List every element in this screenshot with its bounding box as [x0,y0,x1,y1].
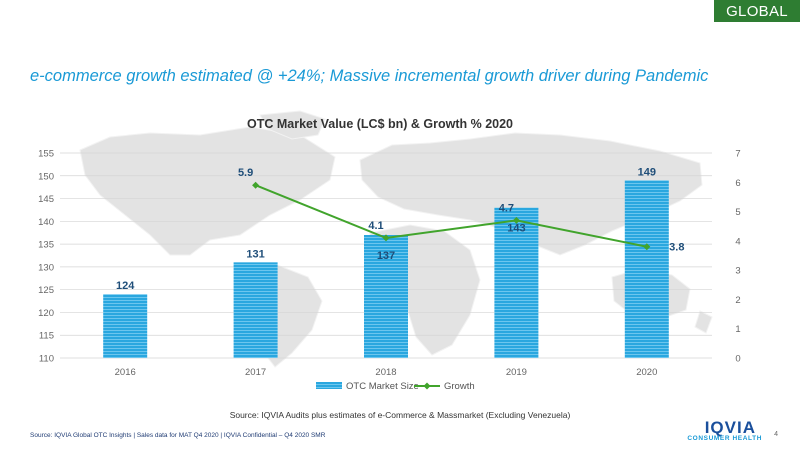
growth-line [255,184,647,248]
bar-2018 [364,235,408,358]
y-left-tick-label: 145 [38,194,54,205]
legend-marker-growth [423,382,431,390]
growth-value-label: 4.7 [499,202,514,214]
bar-value-label: 131 [246,248,264,260]
logo-mark: IQVIA [704,418,756,437]
bar-series: 124 131 137 143 149 [103,166,669,358]
region-badge: GLOBAL [714,0,800,22]
y-left-tick-label: 155 [38,149,54,160]
growth-point [512,216,520,224]
footer-source: Source: IQVIA Global OTC Insights | Sale… [30,432,326,439]
headline: e-commerce growth estimated @ +24%; Mass… [30,67,709,85]
x-tick-label: 2020 [636,367,657,378]
logo-subtitle: CONSUMER HEALTH [687,435,762,442]
y-left-tick-label: 120 [38,308,54,319]
x-tick-label: 2017 [245,367,266,378]
x-tick-label: 2019 [506,367,527,378]
right-axis: 0 1 2 3 4 5 6 7 [735,149,740,365]
y-left-tick-label: 150 [38,171,54,182]
growth-series: 5.9 4.1 4.7 3.8 [238,167,684,253]
y-left-tick-label: 110 [39,354,54,365]
otc-market-chart: OTC Market Value (LC$ bn) & Growth % 202… [38,110,741,392]
x-tick-label: 2018 [375,367,396,378]
y-right-tick-label: 0 [735,354,740,365]
growth-point [643,243,651,251]
growth-value-label: 4.1 [368,220,383,232]
y-right-tick-label: 5 [735,207,740,218]
legend-label-growth: Growth [444,381,475,392]
y-right-tick-label: 1 [735,324,740,335]
y-right-tick-label: 7 [735,149,740,160]
y-right-tick-label: 4 [735,236,740,247]
bar-value-label: 137 [377,250,395,262]
bar-value-label: 143 [507,223,525,235]
page-number: 4 [774,431,778,438]
y-right-tick-label: 3 [735,266,740,277]
bar-2016 [103,294,148,358]
bar-value-label: 124 [116,280,135,292]
y-right-tick-label: 2 [735,295,740,306]
chart-title: OTC Market Value (LC$ bn) & Growth % 202… [247,117,513,131]
growth-value-label: 3.8 [669,242,684,254]
growth-value-label: 5.9 [238,167,253,179]
x-tick-label: 2016 [115,367,136,378]
bar-2019 [494,207,539,358]
legend-swatch-market-size [316,382,342,389]
legend-label-market-size: OTC Market Size [346,381,419,392]
growth-point [252,181,260,189]
bar-2020 [624,180,669,358]
y-left-tick-label: 125 [38,285,54,296]
y-left-tick-label: 130 [38,262,54,273]
y-left-tick-label: 140 [38,217,54,228]
chart-legend: OTC Market Size Growth [316,381,475,392]
chart-source-note: Source: IQVIA Audits plus estimates of e… [229,410,571,420]
bar-2017 [233,262,278,358]
y-right-tick-label: 6 [735,178,740,189]
growth-point [382,234,390,242]
x-axis: 2016 2017 2018 2019 2020 [115,367,658,378]
y-left-tick-label: 115 [39,331,54,342]
y-left-tick-label: 135 [38,240,54,251]
left-axis: 110 115 120 125 130 135 140 145 150 155 [38,149,54,365]
iqvia-logo: IQVIA CONSUMER HEALTH [676,418,766,444]
bar-value-label: 149 [638,166,656,178]
